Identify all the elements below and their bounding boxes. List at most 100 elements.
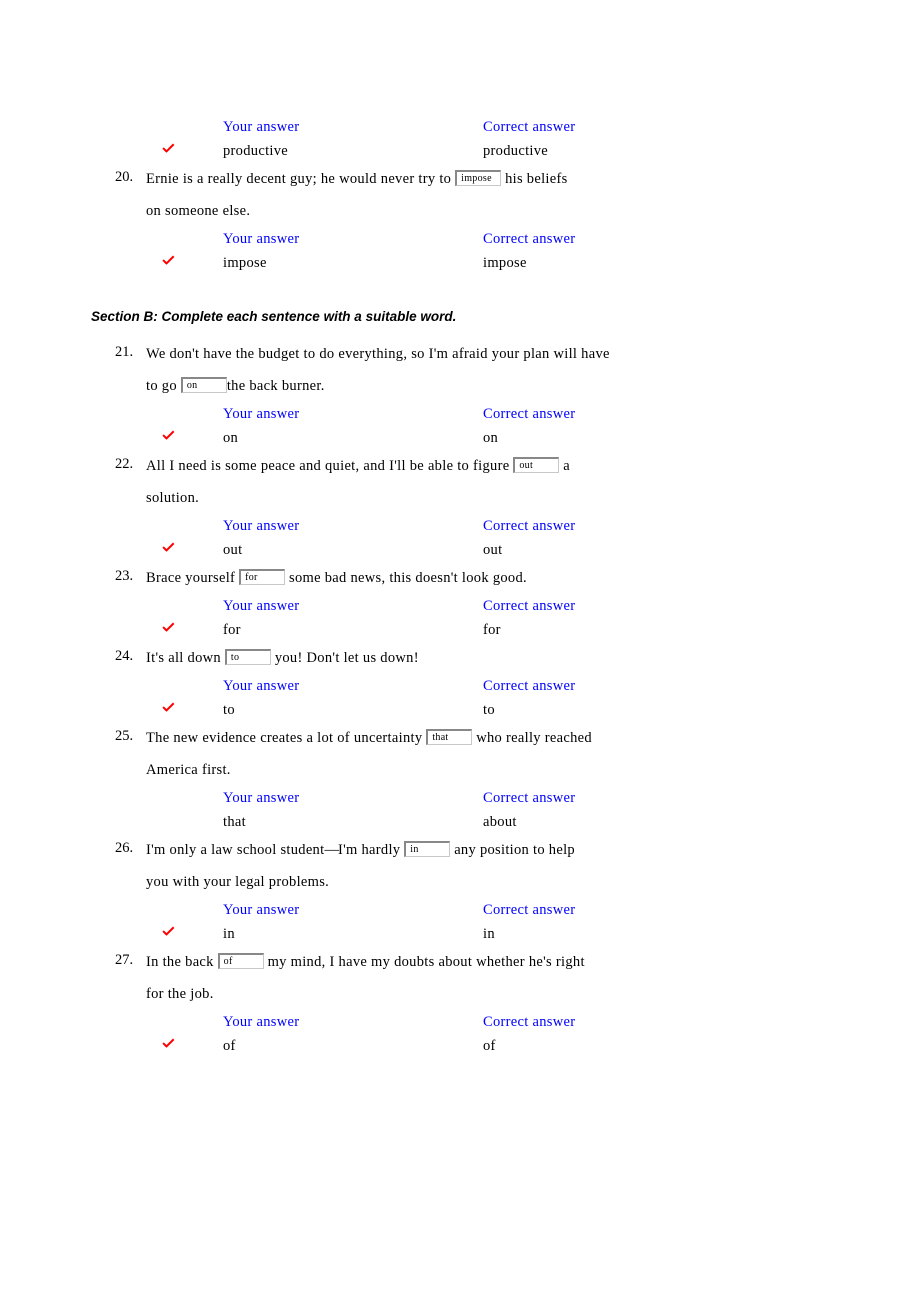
q23-after: some bad news, this doesn't look good. [285,570,527,586]
q26-dash: — [324,842,338,858]
correct-answer-header: Correct answer [483,518,575,534]
correct-answer-header: Correct answer [483,790,575,806]
q24-after: you! Don't let us down! [271,650,419,666]
your-answer-header: Your answer [223,902,299,918]
q24-sentence: It's all down to you! Don't let us down! [143,642,835,674]
q21-l2-after: the back burner. [227,378,325,394]
q26-before: I'm only a law school student [146,842,324,858]
q26-after: any position to help [450,842,575,858]
question-25: 25. The new evidence creates a lot of un… [115,722,835,834]
q24-your-answer: to [223,702,235,718]
section-b-header: Section B: Complete each sentence with a… [91,309,835,324]
q26-mid: I'm hardly [338,842,404,858]
q26-num: 26. [115,840,133,856]
check-icon [163,256,177,268]
check-icon [163,927,177,939]
question-26: 26. I'm only a law school student—I'm ha… [115,834,835,946]
q23-your-answer: for [223,622,241,638]
your-answer-header: Your answer [223,790,299,806]
q26-line2: you with your legal problems. [146,874,329,890]
your-answer-header: Your answer [223,518,299,534]
correct-answer-header: Correct answer [483,1014,575,1030]
q27-blank[interactable]: of [218,953,264,969]
q26-blank[interactable]: in [404,841,450,857]
check-icon [163,144,177,156]
q26-sentence: I'm only a law school student—I'm hardly… [143,834,835,866]
q25-before: The new evidence creates a lot of uncert… [146,730,426,746]
q25-blank[interactable]: that [426,729,472,745]
q21-line1: We don't have the budget to do everythin… [143,338,835,370]
q22-correct-answer: out [483,542,502,558]
q22-num: 22. [115,456,133,472]
q20-blank[interactable]: impose [455,170,501,186]
q21-l2-before: to go [146,378,181,394]
q21-blank[interactable]: on [181,377,227,393]
q25-num: 25. [115,728,133,744]
question-20: 20. Ernie is a really decent guy; he wou… [115,163,835,275]
q24-correct-answer: to [483,702,495,718]
q24-before: It's all down [146,650,225,666]
your-answer-header: Your answer [223,678,299,694]
your-answer-header: Your answer [223,1014,299,1030]
q25-line2: America first. [146,762,231,778]
q27-before: In the back [146,954,218,970]
q21-your-answer: on [223,430,238,446]
check-icon [163,431,177,443]
your-answer-header: Your answer [223,119,299,135]
q21-line2: to go onthe back burner. [143,370,835,402]
q23-blank[interactable]: for [239,569,285,585]
correct-answer-header: Correct answer [483,406,575,422]
q22-after: a [559,458,570,474]
q27-after: my mind, I have my doubts about whether … [264,954,585,970]
your-answer-header: Your answer [223,598,299,614]
check-icon [163,703,177,715]
q27-line2: for the job. [146,986,214,1002]
q20-your-answer: impose [223,255,267,271]
correct-answer-header: Correct answer [483,119,575,135]
correct-answer-header: Correct answer [483,231,575,247]
q23-num: 23. [115,568,133,584]
q23-before: Brace yourself [146,570,239,586]
q20-correct-answer: impose [483,255,527,271]
q21-correct-answer: on [483,430,498,446]
q20-line2: on someone else. [146,203,250,219]
q26-your-answer: in [223,926,235,942]
q22-line2: solution. [146,490,199,506]
q19-correct-answer: productive [483,143,548,159]
q22-before: All I need is some peace and quiet, and … [146,458,513,474]
q23-correct-answer: for [483,622,501,638]
q26-correct-answer: in [483,926,495,942]
document-page: Your answer Correct answer productive pr… [0,0,920,1118]
check-icon [163,1039,177,1051]
q22-blank[interactable]: out [513,457,559,473]
q27-sentence: In the back of my mind, I have my doubts… [143,946,835,978]
correct-answer-header: Correct answer [483,598,575,614]
your-answer-header: Your answer [223,406,299,422]
q23-sentence: Brace yourself for some bad news, this d… [143,562,835,594]
correct-answer-header: Correct answer [483,902,575,918]
q20-sentence: Ernie is a really decent guy; he would n… [143,163,835,195]
q27-num: 27. [115,952,133,968]
question-22: 22. All I need is some peace and quiet, … [115,450,835,562]
q27-your-answer: of [223,1038,236,1054]
q27-correct-answer: of [483,1038,496,1054]
q22-sentence: All I need is some peace and quiet, and … [143,450,835,482]
q21-num: 21. [115,344,133,360]
question-27: 27. In the back of my mind, I have my do… [115,946,835,1058]
q25-after: who really reached [472,730,592,746]
q25-your-answer: that [223,814,246,830]
q24-num: 24. [115,648,133,664]
check-icon [163,543,177,555]
check-icon [163,623,177,635]
q20-text-before: Ernie is a really decent guy; he would n… [146,171,455,187]
q24-blank[interactable]: to [225,649,271,665]
question-24: 24. It's all down to you! Don't let us d… [115,642,835,722]
correct-answer-header: Correct answer [483,678,575,694]
question-21: 21. We don't have the budget to do every… [115,338,835,450]
q22-your-answer: out [223,542,242,558]
q19-your-answer: productive [223,143,288,159]
q25-correct-answer: about [483,814,517,830]
q25-sentence: The new evidence creates a lot of uncert… [143,722,835,754]
q20-text-after: his beliefs [501,171,567,187]
question-23: 23. Brace yourself for some bad news, th… [115,562,835,642]
